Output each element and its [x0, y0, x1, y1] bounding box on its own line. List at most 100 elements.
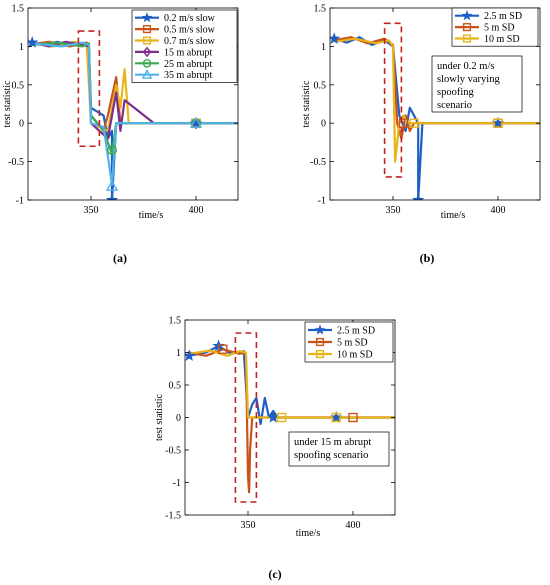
y-axis-label: test statistic: [301, 80, 312, 128]
legend-swatch-marker: [315, 349, 325, 359]
series-1-marker: [267, 411, 280, 423]
y-tick-label: 0: [19, 119, 24, 130]
annotation-box: [288, 431, 390, 467]
legend-swatch-marker: [315, 337, 325, 347]
y-tick-label: 1.5: [12, 4, 25, 15]
axes-frame: [329, 7, 541, 201]
highlight-box: [234, 332, 258, 503]
y-tick-label: -1.5: [165, 511, 181, 522]
y-tick-label: -1: [318, 196, 326, 207]
y-tick-label: 0.5: [12, 80, 25, 91]
series-line-6: [32, 41, 238, 186]
y-tick-label: -0.5: [165, 446, 181, 457]
series-6-marker: [189, 116, 203, 128]
series-5-marker: [107, 145, 117, 156]
y-tick-label: 1: [321, 42, 326, 53]
series-3-marker: [409, 118, 419, 128]
plot-area: [185, 339, 395, 494]
legend-swatch-marker: [142, 46, 152, 58]
legend-swatch-marker: [314, 324, 326, 335]
series-1-marker: [330, 32, 341, 44]
chart-panel-1: -1 -0.5 0 0.5 1 1.5 350 400 time/s test statistic…: [2, 4, 239, 265]
x-tick-label: 400: [189, 205, 204, 216]
legend-swatch-marker: [142, 25, 152, 34]
legend-label: 2.5 m SD: [337, 326, 375, 337]
panel-caption: (b): [420, 251, 435, 265]
legend-swatch-marker: [461, 10, 473, 21]
x-tick-label: 400: [491, 205, 506, 216]
series-1-marker: [412, 193, 425, 200]
y-tick-label: 1.5: [314, 4, 327, 15]
annotation-line: slowly varying: [437, 74, 500, 85]
annotation-line: scenario: [437, 100, 472, 111]
chart-panel-3: -1.5 -1 -0.5 0 0.5 1 1.5 350 400 time/s test stati…: [154, 316, 396, 581]
y-tick-label: 0: [176, 413, 181, 424]
legend-box: [131, 9, 238, 83]
plot-area: [28, 36, 238, 200]
series-3-marker: [276, 412, 287, 423]
legend-label: 0.7 m/s slow: [164, 36, 216, 47]
legend-label: 35 m abrupt: [164, 70, 213, 81]
annotation-line: under 0.2 m/s: [437, 61, 494, 72]
series-2-marker: [398, 118, 409, 128]
y-tick-label: 1: [176, 348, 181, 359]
panel-caption: (a): [113, 251, 127, 265]
legend-swatch-marker: [462, 23, 472, 32]
legend-swatch-marker: [142, 36, 152, 45]
series-6-marker: [105, 179, 119, 191]
annotation-line: spoofing: [437, 87, 475, 98]
y-axis-label: test statistic: [2, 80, 13, 128]
y-tick-label: -1: [16, 196, 24, 207]
legend-swatch-marker: [142, 59, 152, 68]
series-1-marker: [28, 36, 39, 48]
y-tick-label: 0.5: [314, 80, 327, 91]
y-tick-label: -1: [173, 478, 181, 489]
legend-label: 2.5 m SD: [484, 11, 522, 22]
y-axis-label: test statistic: [154, 393, 165, 441]
chart-panel-2: -1 -0.5 0 0.5 1 1.5 350 400 time/s test statistic…: [301, 4, 541, 265]
series-line-2: [188, 348, 395, 494]
series-line-3: [189, 349, 395, 419]
series-4-marker: [191, 117, 201, 130]
legend-label: 5 m SD: [484, 23, 515, 34]
y-tick-label: -0.5: [310, 157, 326, 168]
annotation-line: spoofing scenario: [294, 450, 368, 461]
series-3-marker: [493, 118, 503, 128]
legend-label: 25 m abrupt: [164, 59, 213, 70]
legend-label: 10 m SD: [484, 34, 520, 45]
annotation-box: [431, 55, 523, 113]
legend-swatch-marker: [141, 69, 153, 79]
series-3-marker: [331, 412, 341, 423]
legend-label: 15 m abrupt: [164, 47, 213, 58]
legend-label: 10 m SD: [337, 350, 373, 361]
x-tick-label: 350: [386, 205, 401, 216]
x-axis-label: time/s: [139, 210, 164, 221]
x-tick-label: 350: [241, 520, 256, 531]
series-2-marker: [348, 412, 358, 423]
legend-label: 0.5 m/s slow: [164, 25, 216, 36]
y-tick-label: 0.5: [169, 381, 182, 392]
legend-swatch-marker: [462, 34, 472, 43]
highlight-box: [77, 30, 101, 148]
y-tick-label: -0.5: [8, 157, 24, 168]
x-tick-label: 400: [346, 520, 361, 531]
series-1-marker: [105, 193, 119, 200]
x-axis-label: time/s: [296, 528, 321, 539]
y-tick-label: 0: [321, 119, 326, 130]
series-2-marker: [218, 344, 228, 354]
y-tick-label: 1.5: [169, 316, 182, 327]
legend-swatch-marker: [141, 12, 153, 23]
annotation-line: under 15 m abrupt: [294, 437, 371, 448]
panel-caption: (c): [268, 567, 281, 581]
legend-label: 0.2 m/s slow: [164, 13, 216, 24]
y-tick-label: 1: [19, 42, 24, 53]
highlight-box: [383, 22, 403, 178]
legend-label: 5 m SD: [337, 338, 368, 349]
series-1-marker: [185, 349, 196, 361]
x-axis-label: time/s: [441, 210, 466, 221]
axes-frame: [27, 7, 239, 201]
